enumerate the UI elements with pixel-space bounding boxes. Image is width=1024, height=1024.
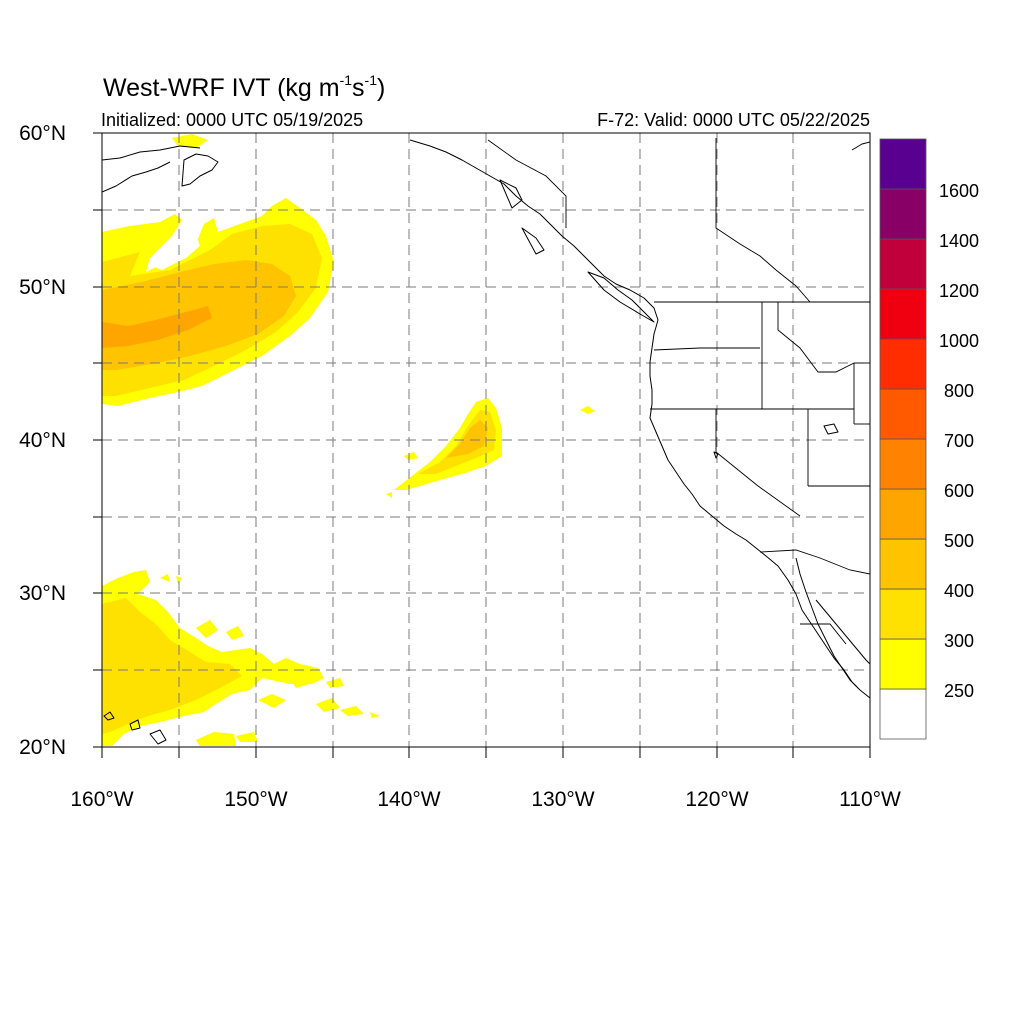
map-title: West-WRF IVT (kg m-1s-1)	[103, 72, 386, 102]
colorbar-label: 500	[944, 531, 974, 551]
lon-label: 130°W	[531, 788, 594, 811]
ivt-region-500	[102, 306, 212, 348]
colorbar-label: 400	[944, 581, 974, 601]
axis-ticks	[93, 132, 871, 758]
colorbar-bin	[879, 238, 927, 290]
colorbar-bin	[879, 438, 927, 490]
colorbar-labels: 250 300 400 500 600 700 800 1000 1200 14…	[939, 181, 979, 701]
longitude-labels: 160°W 150°W 140°W 130°W 120°W 110°W	[70, 788, 901, 811]
ivt-region-400	[446, 420, 488, 458]
colorbar-bin	[879, 188, 927, 240]
colorbar-bin	[879, 338, 927, 390]
lat-label: 60°N	[19, 122, 66, 145]
colorbar-label: 1000	[939, 331, 979, 351]
colorbar-label: 600	[944, 481, 974, 501]
colorbar-bin	[879, 488, 927, 540]
lon-label: 160°W	[70, 788, 133, 811]
colorbar-label: 300	[944, 631, 974, 651]
colorbar-label: 1600	[939, 181, 979, 201]
lat-label: 20°N	[19, 736, 66, 759]
state-borders	[487, 138, 870, 645]
colorbar	[879, 138, 927, 740]
ivt-region-300	[102, 598, 242, 734]
colorbar-bin	[879, 588, 927, 640]
colorbar-label: 1400	[939, 231, 979, 251]
colorbar-bin	[879, 138, 927, 190]
coastlines	[102, 139, 870, 745]
lon-label: 110°W	[839, 788, 901, 811]
lon-label: 140°W	[377, 788, 440, 811]
colorbar-label: 1200	[939, 281, 979, 301]
lon-label: 120°W	[685, 788, 748, 811]
latitude-labels: 60°N 50°N 40°N 30°N 20°N	[19, 122, 66, 759]
colorbar-label: 250	[944, 681, 974, 701]
colorbar-label: 800	[944, 381, 974, 401]
lat-label: 40°N	[19, 429, 66, 452]
initialized-label: Initialized: 0000 UTC 05/19/2025	[101, 110, 364, 130]
colorbar-bin	[879, 688, 927, 740]
lon-label: 150°W	[224, 788, 287, 811]
colorbar-bin	[879, 288, 927, 340]
graticule	[102, 133, 870, 747]
colorbar-bin	[879, 388, 927, 440]
colorbar-label: 700	[944, 431, 974, 451]
lat-label: 30°N	[19, 582, 66, 605]
colorbar-bin	[879, 538, 927, 590]
colorbar-bin	[879, 638, 927, 690]
lat-label: 50°N	[19, 276, 66, 299]
valid-time-label: F-72: Valid: 0000 UTC 05/22/2025	[597, 110, 870, 130]
